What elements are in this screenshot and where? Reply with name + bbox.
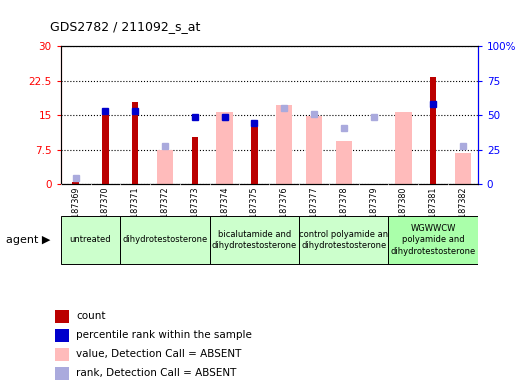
Text: WGWWCW
polyamide and
dihydrotestosterone: WGWWCW polyamide and dihydrotestosterone — [391, 224, 476, 256]
Bar — [102, 110, 109, 184]
Text: GSM187379: GSM187379 — [369, 187, 378, 235]
Bar — [132, 102, 138, 184]
Text: GSM187378: GSM187378 — [340, 187, 348, 235]
Bar — [251, 127, 258, 184]
Text: GSM187370: GSM187370 — [101, 187, 110, 235]
Text: value, Detection Call = ABSENT: value, Detection Call = ABSENT — [76, 349, 242, 359]
Bar — [455, 153, 471, 184]
Bar — [55, 348, 69, 361]
Text: percentile rank within the sample: percentile rank within the sample — [76, 330, 252, 340]
Text: GSM187375: GSM187375 — [250, 187, 259, 235]
Bar — [55, 367, 69, 380]
Bar — [216, 111, 233, 184]
Text: dihydrotestosterone: dihydrotestosterone — [122, 235, 208, 245]
Text: bicalutamide and
dihydrotestosterone: bicalutamide and dihydrotestosterone — [212, 230, 297, 250]
Text: GSM187369: GSM187369 — [71, 187, 80, 235]
Text: GSM187374: GSM187374 — [220, 187, 229, 235]
FancyBboxPatch shape — [120, 216, 210, 264]
Text: GSM187376: GSM187376 — [280, 187, 289, 235]
Text: GSM187381: GSM187381 — [429, 187, 438, 235]
Text: untreated: untreated — [70, 235, 111, 245]
Text: GSM187380: GSM187380 — [399, 187, 408, 235]
Bar — [55, 329, 69, 342]
Bar — [72, 182, 79, 184]
FancyBboxPatch shape — [210, 216, 299, 264]
Text: GSM187382: GSM187382 — [458, 187, 467, 235]
FancyBboxPatch shape — [299, 216, 389, 264]
Bar — [306, 116, 322, 184]
FancyBboxPatch shape — [61, 216, 120, 264]
FancyBboxPatch shape — [389, 216, 478, 264]
Bar — [276, 105, 293, 184]
Bar — [336, 141, 352, 184]
Text: count: count — [76, 311, 106, 321]
Text: control polyamide an
dihydrotestosterone: control polyamide an dihydrotestosterone — [299, 230, 388, 250]
Text: GDS2782 / 211092_s_at: GDS2782 / 211092_s_at — [50, 20, 201, 33]
Text: GSM187372: GSM187372 — [161, 187, 169, 235]
Text: GSM187371: GSM187371 — [131, 187, 140, 235]
Text: agent ▶: agent ▶ — [6, 235, 50, 245]
Bar — [430, 78, 437, 184]
Text: rank, Detection Call = ABSENT: rank, Detection Call = ABSENT — [76, 368, 237, 378]
Bar — [55, 310, 69, 323]
Text: GSM187373: GSM187373 — [190, 187, 199, 235]
Bar — [192, 137, 198, 184]
Bar — [395, 111, 411, 184]
Bar — [157, 150, 173, 184]
Text: GSM187377: GSM187377 — [309, 187, 318, 235]
